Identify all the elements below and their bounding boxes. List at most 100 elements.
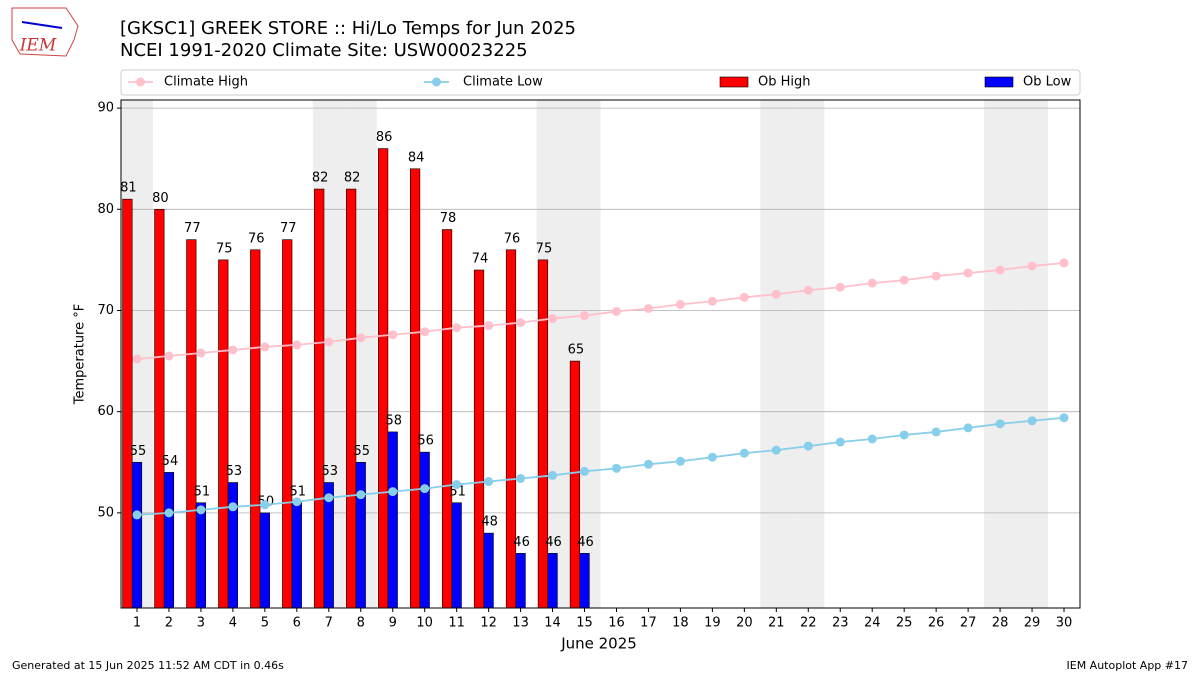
footer-right: IEM Autoplot App #17	[1067, 659, 1189, 672]
point	[643, 459, 653, 469]
x-tick-label: 10	[416, 616, 433, 631]
bar	[579, 553, 590, 609]
point	[356, 490, 366, 500]
point	[995, 419, 1005, 429]
point	[1059, 258, 1069, 268]
point	[484, 477, 494, 487]
y-tick-label: 90	[97, 101, 114, 116]
point	[739, 448, 749, 458]
point	[963, 423, 973, 433]
weekend-shade	[984, 100, 1017, 608]
x-tick-label: 24	[864, 616, 881, 631]
x-tick-label: 6	[293, 616, 301, 631]
legend-label: Ob High	[758, 75, 811, 90]
point	[867, 434, 877, 444]
data-label: 51	[194, 484, 211, 499]
x-tick-label: 5	[261, 616, 269, 631]
x-tick-label: 22	[800, 616, 817, 631]
data-label: 76	[248, 231, 265, 246]
line	[136, 416, 1065, 516]
data-label: 75	[216, 241, 233, 256]
legend-box	[120, 69, 1081, 96]
bar	[346, 188, 357, 609]
x-tick-label: 29	[1024, 616, 1041, 631]
point	[835, 282, 845, 292]
x-tick-label: 30	[1056, 616, 1073, 631]
y-tick-label: 80	[97, 202, 114, 217]
x-tick-label: 8	[357, 616, 365, 631]
point	[899, 430, 909, 440]
bar	[473, 269, 485, 609]
point	[484, 321, 494, 331]
bar	[451, 502, 462, 609]
legend-label: Climate Low	[463, 75, 543, 90]
logo-shape	[11, 7, 79, 57]
data-label: 82	[344, 171, 361, 186]
bar	[569, 360, 581, 609]
point	[931, 271, 941, 281]
legend-label: Climate High	[164, 75, 248, 90]
y-tick-label: 70	[97, 303, 114, 318]
logo-text: IEM	[19, 36, 57, 56]
point	[260, 342, 270, 352]
bar	[250, 249, 261, 609]
footer-left: Generated at 15 Jun 2025 11:52 AM CDT in…	[12, 659, 284, 672]
data-label: 84	[408, 150, 425, 165]
point	[420, 484, 430, 494]
point	[611, 306, 621, 316]
point	[739, 292, 749, 302]
data-label: 74	[472, 252, 489, 267]
logo-line	[21, 21, 63, 29]
bar	[419, 451, 430, 609]
data-label: 81	[120, 181, 137, 196]
legend-marker	[136, 77, 145, 87]
bar	[537, 259, 549, 609]
x-tick-label: 21	[768, 616, 785, 631]
data-label: 77	[184, 221, 201, 236]
x-tick-label: 7	[325, 616, 333, 631]
point	[516, 473, 526, 483]
point	[899, 275, 909, 285]
point	[228, 345, 238, 355]
point	[803, 441, 813, 451]
x-tick-label: 18	[672, 616, 689, 631]
bar	[547, 553, 558, 609]
point	[643, 303, 653, 313]
point	[196, 348, 206, 358]
bar	[409, 168, 421, 609]
x-tick-label: 20	[736, 616, 753, 631]
point	[867, 278, 877, 288]
bar	[227, 482, 238, 609]
weekend-shade	[1016, 100, 1049, 608]
bar	[259, 512, 270, 609]
x-tick-label: 11	[448, 616, 465, 631]
bar	[163, 472, 175, 609]
point	[675, 456, 685, 466]
bar	[186, 239, 197, 609]
point	[1027, 416, 1037, 426]
point	[356, 333, 366, 343]
data-label: 53	[322, 464, 339, 479]
x-tick-label: 4	[229, 616, 237, 631]
point	[292, 340, 302, 350]
chart-subtitle: NCEI 1991-2020 Climate Site: USW00023225	[120, 40, 528, 61]
legend-marker	[432, 77, 441, 87]
data-label: 86	[376, 130, 393, 145]
data-label: 75	[536, 241, 553, 256]
weekend-shade	[760, 100, 793, 608]
bar	[122, 198, 133, 609]
point	[803, 285, 813, 295]
bar	[378, 148, 389, 609]
data-label: 65	[568, 343, 585, 358]
data-label: 80	[152, 191, 169, 206]
bar	[282, 239, 293, 609]
point	[324, 337, 334, 347]
bar	[131, 461, 143, 609]
bar	[218, 259, 229, 609]
bar	[314, 188, 325, 609]
y-tick-label: 60	[97, 404, 114, 419]
point	[164, 508, 174, 518]
point	[260, 500, 270, 510]
data-label: 51	[290, 484, 307, 499]
